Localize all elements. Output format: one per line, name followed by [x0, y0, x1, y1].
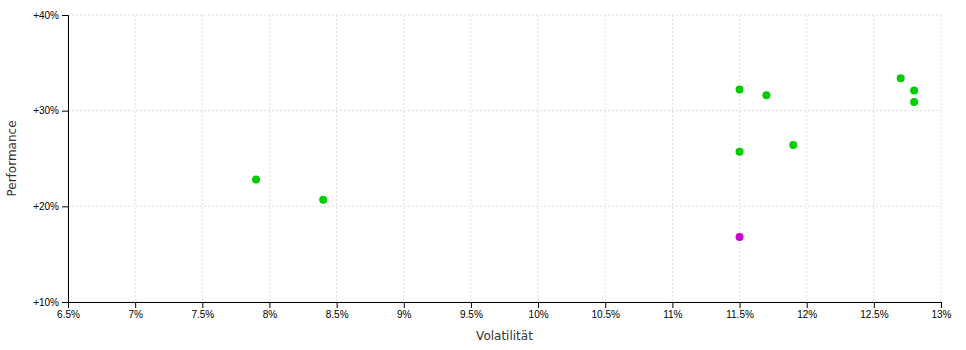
tick: 10% — [529, 302, 549, 320]
grid-line — [135, 15, 136, 302]
tick-label: 8% — [263, 309, 278, 320]
tick: 12% — [797, 302, 817, 320]
point — [319, 196, 327, 204]
tick-mark — [538, 302, 539, 308]
x-axis-title: Volatilität — [476, 329, 533, 343]
tick-mark — [404, 302, 405, 308]
grid-line — [672, 15, 673, 302]
point — [897, 74, 905, 82]
point — [736, 233, 744, 241]
y-axis: +10% +20% +30% +40% — [33, 10, 68, 308]
point — [736, 148, 744, 156]
grid-line — [68, 110, 941, 111]
grid-line — [538, 15, 539, 302]
grid-line — [68, 206, 941, 207]
tick-mark — [740, 302, 741, 308]
tick-label: 13% — [931, 309, 951, 320]
x-axis: 6.5% 7% 7.5% 8% 8.5% 9% 9.5% 10% 10.5% 11% 11.5% 12… — [57, 302, 952, 320]
tick-mark — [672, 302, 673, 308]
tick-label: 10% — [529, 309, 549, 320]
series — [736, 233, 744, 241]
tick: +40% — [33, 10, 68, 21]
tick-mark — [941, 302, 942, 308]
grid-line — [470, 15, 471, 302]
grid-line — [873, 15, 874, 302]
tick-mark — [471, 302, 472, 308]
tick-label: +10% — [33, 297, 59, 308]
tick: 7% — [128, 302, 143, 320]
tick: +30% — [33, 105, 68, 116]
tick: 11.5% — [726, 302, 754, 320]
tick-label: 9.5% — [460, 309, 483, 320]
point — [736, 86, 744, 94]
tick: 13% — [931, 302, 951, 320]
grid-line — [336, 15, 337, 302]
tick-label: 10.5% — [592, 309, 620, 320]
grid-line — [68, 15, 941, 16]
tick-mark — [269, 302, 270, 308]
tick-mark — [337, 302, 338, 308]
tick-label: 7.5% — [191, 309, 214, 320]
tick-label: +40% — [33, 10, 59, 21]
tick: 10.5% — [592, 302, 620, 320]
point — [789, 141, 797, 149]
tick: 6.5% — [57, 302, 80, 320]
tick-mark — [807, 302, 808, 308]
tick-label: 11% — [663, 309, 682, 320]
point — [910, 98, 918, 106]
grid-line — [269, 15, 270, 302]
tick-mark — [605, 302, 606, 308]
tick-label: 12% — [797, 309, 817, 320]
grid — [68, 15, 941, 302]
grid-line — [403, 15, 404, 302]
tick-mark — [874, 302, 875, 308]
grid-line — [605, 15, 606, 302]
tick-label: 12.5% — [860, 309, 888, 320]
tick-label: 7% — [128, 309, 143, 320]
tick: 8.5% — [326, 302, 349, 320]
tick: +20% — [33, 201, 68, 212]
tick: 11% — [663, 302, 682, 320]
axis-line — [69, 303, 942, 309]
tick-label: 6.5% — [57, 309, 80, 320]
tick-mark — [62, 302, 68, 303]
tick-label: 11.5% — [726, 309, 754, 320]
plot: 6.5% 7% 7.5% 8% 8.5% 9% 9.5% 10% 10.5% 11% 11.5% 12… — [33, 10, 951, 320]
point — [762, 91, 770, 99]
tick: 8% — [263, 302, 278, 320]
grid-line — [806, 15, 807, 302]
grid-line — [941, 15, 942, 302]
tick: 9% — [397, 302, 412, 320]
tick-label: 8.5% — [326, 309, 349, 320]
chart: 6.5% 7% 7.5% 8% 8.5% 9% 9.5% 10% 10.5% 11% 11.5% 12… — [0, 0, 966, 350]
tick: 7.5% — [191, 302, 214, 320]
tick-mark — [135, 302, 136, 308]
y-axis-title: Performance — [5, 120, 19, 196]
tick-label: 9% — [397, 309, 412, 320]
tick: 9.5% — [460, 302, 483, 320]
tick-label: +20% — [33, 201, 59, 212]
tick-mark — [202, 302, 203, 308]
axis-line — [62, 16, 69, 303]
tick-mark — [62, 15, 68, 16]
tick-label: +30% — [33, 105, 59, 116]
series — [252, 74, 918, 203]
point — [910, 87, 918, 95]
points — [252, 74, 918, 241]
tick: +10% — [33, 297, 68, 308]
tick: 12.5% — [860, 302, 888, 320]
grid-line — [739, 15, 740, 302]
tick-mark — [62, 111, 68, 112]
grid-line — [202, 15, 203, 302]
point — [252, 176, 260, 184]
tick-mark — [62, 206, 68, 207]
